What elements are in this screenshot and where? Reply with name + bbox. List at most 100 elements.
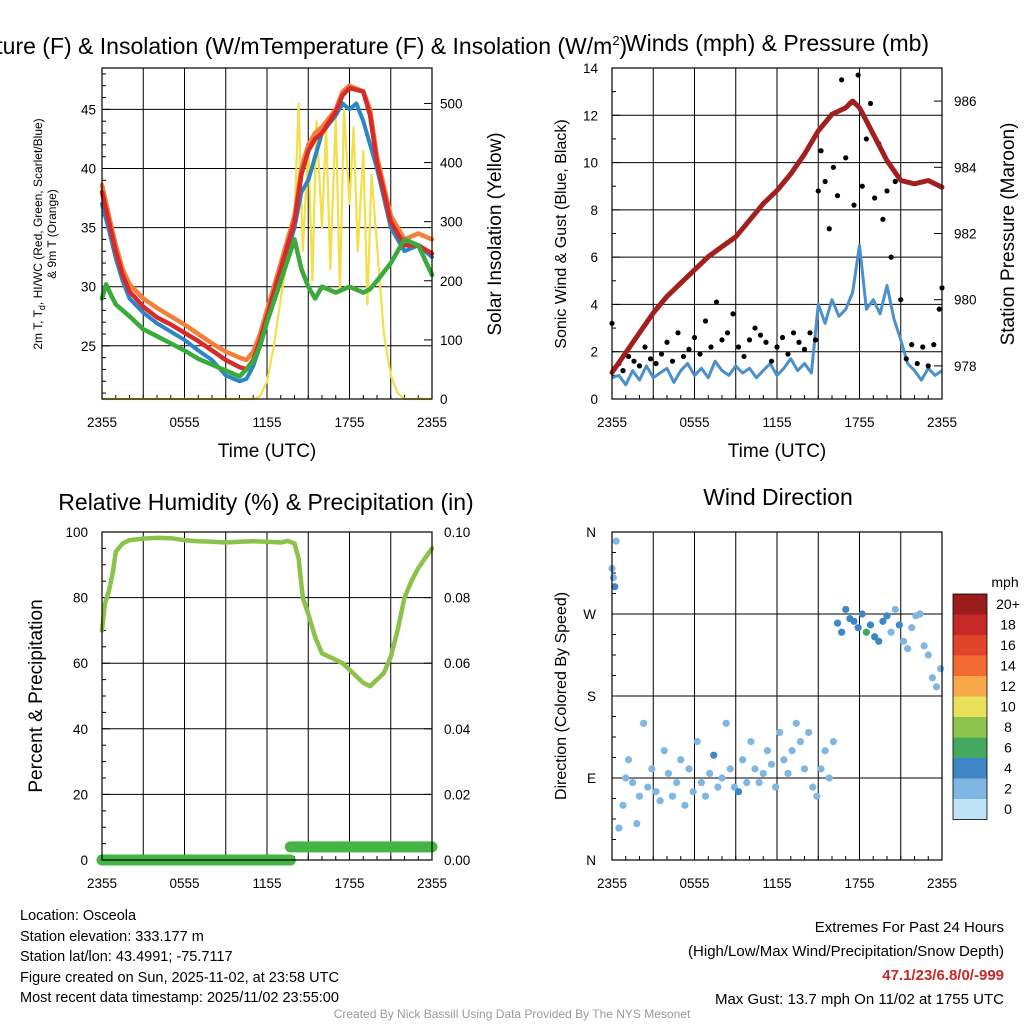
direction-point	[612, 537, 620, 545]
extremes-info: Extremes For Past 24 Hours (High/Low/Max…	[688, 916, 1004, 1012]
y-tick-label: 30	[81, 280, 96, 295]
direction-point	[677, 756, 685, 764]
gust-point	[892, 178, 898, 185]
direction-point	[714, 783, 722, 791]
direction-point	[937, 665, 945, 673]
direction-point	[689, 788, 697, 796]
y-right-axis-label: Station Pressure (Maroon)	[998, 123, 1019, 346]
x-tick-label: 0555	[169, 415, 199, 430]
gust-point	[925, 363, 931, 369]
y-tick-label: 60	[73, 656, 88, 671]
gust-point	[914, 360, 920, 367]
chart-title: Winds (mph) & Pressure (mb)	[625, 30, 929, 56]
y-tick-label: 40	[81, 161, 96, 176]
direction-point	[809, 783, 817, 791]
direction-point	[776, 728, 784, 737]
legend-label: 12	[1000, 678, 1016, 694]
legend-swatch	[953, 696, 987, 717]
direction-point	[805, 728, 813, 737]
x-tick-label: 1755	[334, 876, 364, 891]
y-right-tick-label: 986	[954, 94, 977, 109]
gust-point	[625, 353, 632, 360]
gust-point	[757, 332, 764, 338]
direction-point	[891, 605, 899, 614]
direction-point	[833, 619, 842, 627]
direction-point	[904, 645, 912, 653]
y-label-part-2: , HI/WC (Red, Green, Scarlet/Blue)	[31, 118, 45, 305]
gust-point	[636, 363, 643, 369]
y-right-tick-label: 0.06	[444, 656, 470, 671]
direction-point	[850, 617, 858, 625]
direction-point	[854, 624, 862, 632]
direction-point	[652, 788, 660, 796]
direction-point	[739, 756, 747, 764]
gust-point	[774, 344, 780, 350]
direction-point	[842, 605, 850, 614]
direction-point	[908, 624, 916, 632]
direction-point	[734, 788, 743, 796]
gust-point	[724, 330, 731, 336]
gust-point	[680, 353, 687, 360]
legend-swatch	[953, 655, 987, 676]
y-tick-label: 14	[583, 61, 599, 76]
chart-title: Relative Humidity (%) & Precipitation (i…	[58, 489, 473, 515]
y-tick-label: 80	[73, 591, 88, 606]
station-info: Location: Osceola Station elevation: 333…	[20, 906, 339, 1009]
gust-point	[697, 351, 703, 357]
direction-point	[792, 719, 800, 727]
gust-point	[658, 351, 665, 357]
x-tick-label: 2355	[927, 876, 957, 891]
gust-point	[931, 342, 937, 348]
y-tick-label: 10	[583, 156, 598, 171]
direction-point	[858, 610, 866, 618]
legend-label: 10	[1000, 699, 1016, 715]
y-right-tick-label: 978	[954, 359, 977, 374]
legend-swatch	[953, 594, 987, 615]
gust-point	[818, 148, 824, 154]
gust-point	[855, 72, 861, 78]
legend-label: 0	[1004, 801, 1012, 817]
extremes-values: 47.1/23/6.8/0/-999	[882, 967, 1004, 984]
winds-pressure-panel: 2355 0555 1155 1755 2355 0 2 4 6 8 10 12 14 978 980 982…	[553, 30, 1019, 462]
title-end: )	[620, 33, 628, 59]
gust-point	[872, 195, 878, 201]
x-tick-label: 0555	[679, 876, 709, 891]
gust-point	[691, 334, 698, 341]
direction-point	[685, 765, 693, 773]
gust-point	[867, 100, 874, 107]
y-tick-label: 12	[583, 108, 598, 123]
gust-point	[730, 311, 736, 317]
direction-point	[772, 783, 780, 791]
y-axis-label: Percent & Precipitation	[26, 599, 47, 792]
direction-point	[862, 628, 870, 636]
x-tick-label: 1755	[844, 415, 874, 430]
y-tick-label: E	[587, 771, 596, 786]
gust-point	[746, 337, 753, 343]
direction-point	[730, 783, 738, 791]
y-right-tick-label: 0	[440, 392, 448, 407]
legend-label: 18	[1000, 617, 1016, 633]
y-label-part-1: 2m T, T	[31, 309, 45, 349]
y-right-tick-label: 0.04	[444, 722, 471, 737]
direction-point	[800, 765, 809, 773]
direction-point	[633, 819, 641, 828]
y-right-tick-label: 100	[440, 333, 463, 348]
direction-point	[747, 737, 755, 746]
plot-border	[101, 67, 433, 400]
y-right-tick-label: 0.08	[444, 591, 470, 606]
direction-point	[784, 769, 792, 778]
gust-point	[839, 77, 845, 83]
direction-point	[796, 737, 804, 746]
y-tick-label: 4	[590, 297, 598, 312]
x-tick-label: 2355	[417, 415, 447, 430]
title-superscript: 2	[612, 33, 619, 48]
gust-point	[713, 299, 720, 305]
x-tick-label: 2355	[417, 876, 447, 891]
gust-point	[909, 342, 915, 348]
y-right-tick-label: 982	[954, 227, 977, 242]
gust-point	[936, 306, 942, 312]
temperature-insolation-panel: 2355 0555 1155 1755 235525303540450100200300…	[0, 33, 627, 462]
humidity-precipitation-panel: 2355 0555 1155 1755 2355 0 0.00 20 0.02 40 0.04 60 0…	[26, 489, 474, 891]
y-tick-label: 0	[80, 853, 88, 868]
direction-point	[751, 765, 759, 773]
